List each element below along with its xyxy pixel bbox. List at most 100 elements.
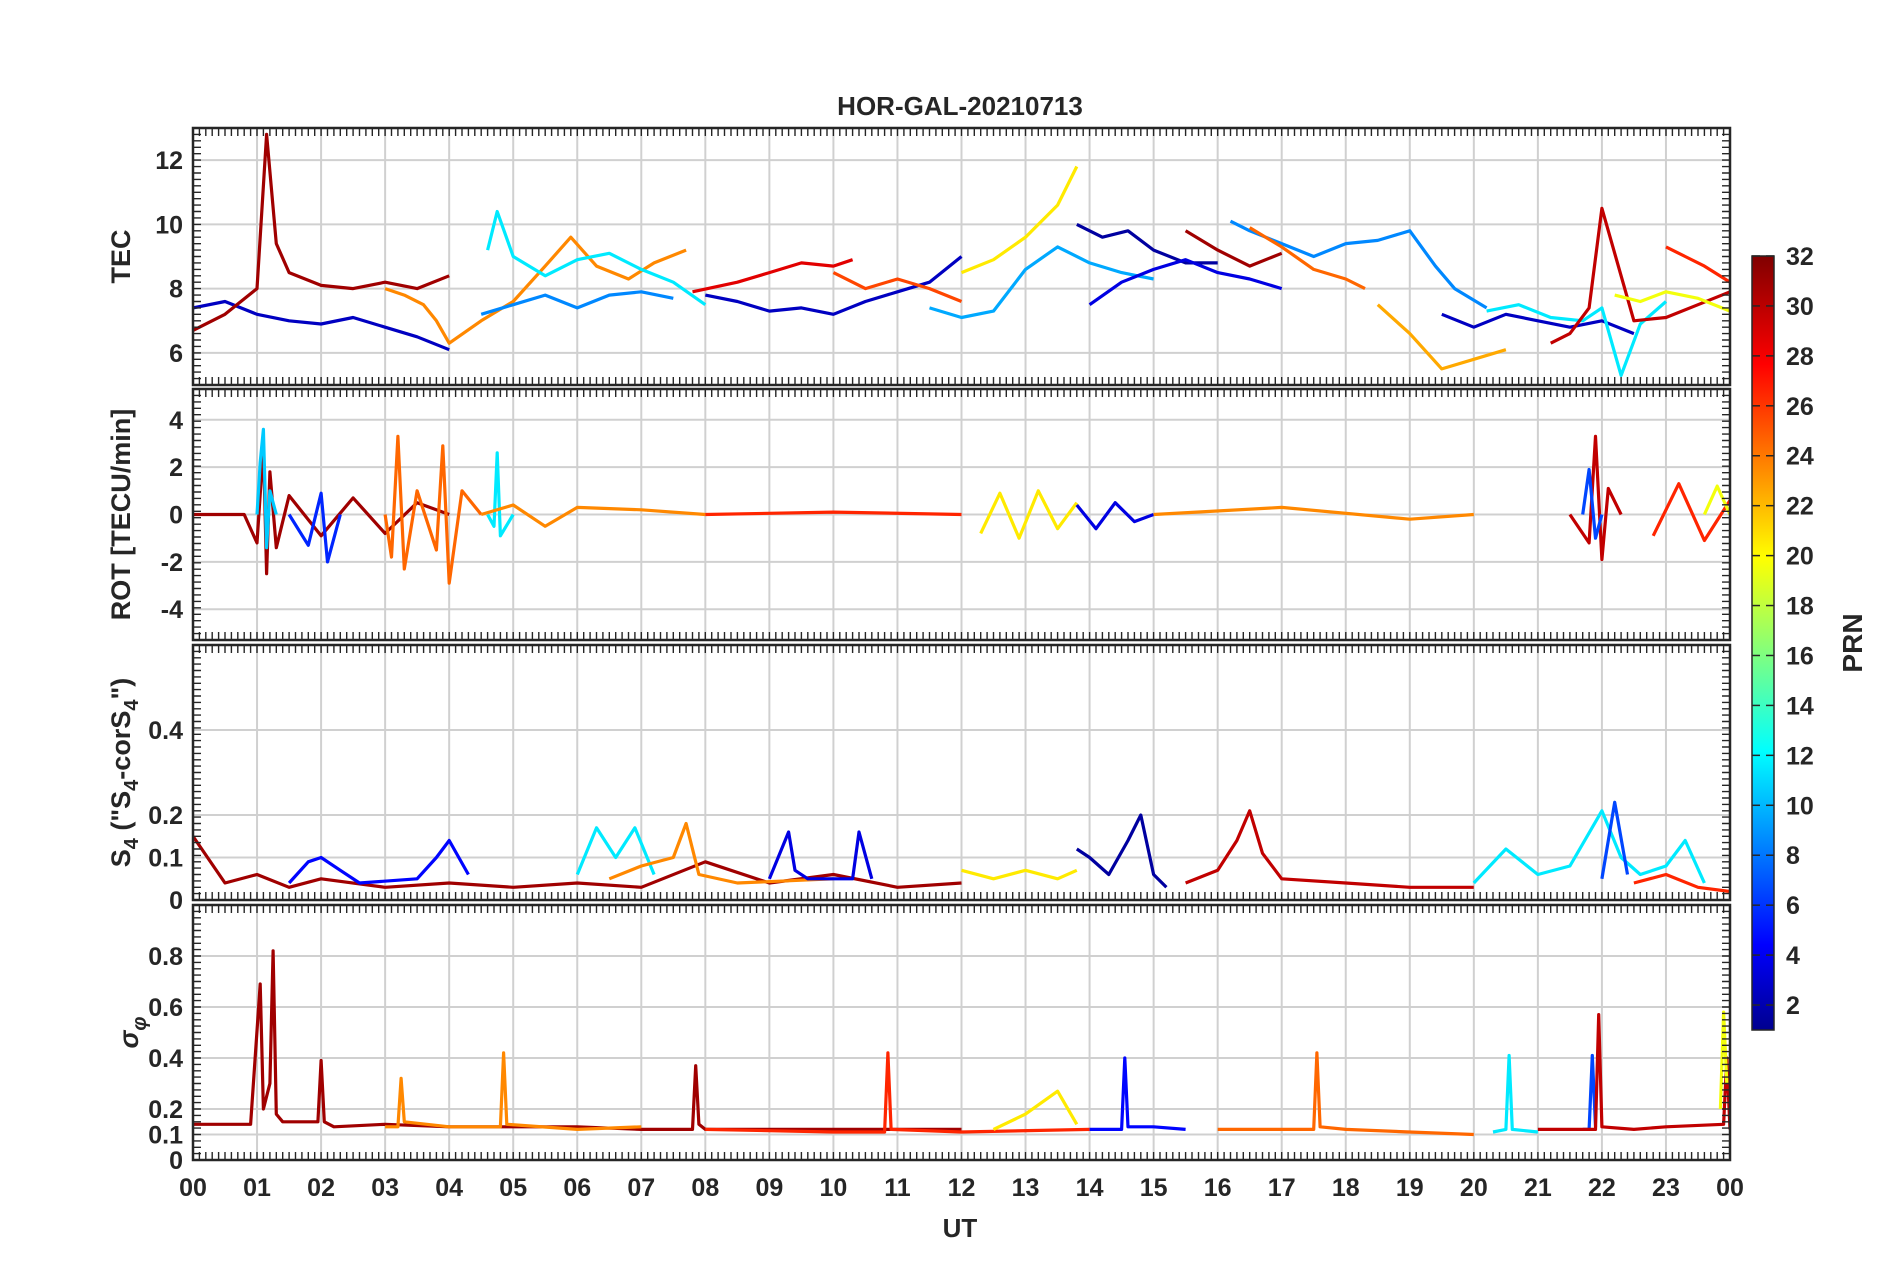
series-line-prn-24 (385, 1051, 642, 1132)
series-line-prn-27 (705, 510, 962, 517)
series-line-prn-11 (255, 427, 278, 550)
y-tick-label: 12 (155, 147, 183, 175)
colorbar-label: PRN (1837, 613, 1868, 672)
x-tick-label: 17 (1268, 1174, 1296, 1202)
colorbar-tick-label: 10 (1786, 792, 1814, 820)
x-tick-label: 01 (243, 1174, 271, 1202)
colorbar-tick-label: 8 (1786, 842, 1800, 870)
series-line-prn-30 (1185, 809, 1474, 889)
series-line-prn-21 (979, 489, 1079, 540)
series-line-prn-5 (287, 838, 470, 885)
y-tick-label: 0 (169, 502, 183, 530)
x-tick-label: 12 (948, 1174, 976, 1202)
series-line-prn-7 (1581, 467, 1604, 540)
y-tick-label: 0.2 (148, 802, 183, 830)
y-tick-label: 0.1 (148, 1122, 183, 1150)
x-tick-label: 05 (499, 1174, 527, 1202)
series-line-prn-26 (832, 271, 963, 303)
colorbar-tick-label: 28 (1786, 343, 1814, 371)
chart-title: HOR-GAL-20210713 (837, 91, 1083, 121)
series-line-prn-10 (929, 245, 1154, 320)
x-tick-label: 19 (1396, 1174, 1424, 1202)
x-tick-label: 00 (1716, 1174, 1744, 1202)
series-line-prn-7 (1600, 800, 1630, 880)
minor-ticks (192, 904, 1731, 1161)
series-line-prn-23 (1376, 303, 1507, 371)
y-tick-label: 0 (169, 1147, 183, 1175)
series-group (193, 132, 1730, 377)
y-tick-label: 0.8 (148, 943, 183, 971)
x-tick-label: 10 (820, 1174, 848, 1202)
y-tick-label: -4 (161, 596, 183, 624)
minor-ticks (192, 388, 1731, 641)
x-tick-label: 15 (1140, 1174, 1168, 1202)
x-tick-label: 08 (691, 1174, 719, 1202)
series-line-prn-4 (767, 830, 874, 881)
series-line-prn-27 (705, 1051, 1090, 1134)
series-line-prn-24 (1153, 505, 1474, 521)
x-tick-label: 18 (1332, 1174, 1360, 1202)
x-tick-label: 14 (1076, 1174, 1104, 1202)
series-line-prn-31 (193, 444, 450, 576)
colorbar-tick-label: 18 (1786, 593, 1814, 621)
x-tick-label: 03 (371, 1174, 399, 1202)
y-axis-label: S4 ("S4-corS4") (106, 678, 143, 868)
series-line-prn-5 (1089, 1056, 1186, 1132)
series-line-prn-20 (1718, 1010, 1729, 1110)
colorbar-tick-label: 12 (1786, 742, 1814, 770)
y-axis-label: ROT [TECU/min] (106, 409, 136, 620)
series-line-prn-31 (193, 132, 450, 332)
series-line-prn-24 (480, 503, 706, 528)
series-line-prn-25 (1248, 226, 1366, 291)
x-tick-label: 06 (563, 1174, 591, 1202)
panel-sigma-phi: 00.10.2 0.4 0.6 0.8 σφ (114, 903, 1732, 1175)
series-line-prn-21 (960, 165, 1079, 275)
series-line-prn-24 (608, 821, 834, 885)
colorbar-tick-label: 14 (1786, 692, 1814, 720)
y-tick-label: 6 (169, 340, 183, 368)
colorbar-tick-label: 2 (1786, 992, 1800, 1020)
series-line-prn-27 (1665, 245, 1730, 284)
minor-ticks (192, 127, 1731, 386)
series-line-prn-30 (1549, 206, 1730, 345)
x-tick-label: 16 (1204, 1174, 1232, 1202)
series-line-prn-21 (992, 1089, 1079, 1131)
series-line-prn-12 (1472, 809, 1706, 885)
series-line-prn-9 (480, 290, 674, 316)
x-tick-label: 00 (179, 1174, 207, 1202)
x-tick-label: 04 (435, 1174, 463, 1202)
x-tick-label: 21 (1524, 1174, 1552, 1202)
colorbar-tick-label: 6 (1786, 892, 1800, 920)
series-line-prn-12 (486, 209, 707, 307)
x-tick-label: 22 (1588, 1174, 1616, 1202)
colorbar-tick-label: 16 (1786, 642, 1814, 670)
y-tick-label: 10 (155, 211, 183, 239)
series-line-prn-25 (1217, 1051, 1474, 1137)
y-tick-label: 0.2 (148, 1096, 183, 1124)
series-line-prn-6 (287, 491, 342, 564)
series-line-prn-31 (1184, 229, 1283, 268)
colorbar-tick-label: 26 (1786, 393, 1814, 421)
x-axis: 00 01 02 03 04 05 06 07 08 09 10 11 12 13 14 15 16 17 18 19… (179, 1174, 1744, 1202)
x-tick-label: 20 (1460, 1174, 1488, 1202)
x-axis-label: UT (943, 1213, 978, 1243)
x-tick-label: 23 (1652, 1174, 1680, 1202)
series-line-prn-24 (384, 235, 687, 345)
y-tick-label: 0.4 (148, 1045, 183, 1073)
series-line-prn-21 (961, 868, 1078, 881)
series-line-prn-12 (575, 826, 656, 876)
y-tick-label: 0.1 (148, 845, 183, 873)
x-tick-label: 11 (884, 1174, 911, 1202)
colorbar-tick-label: 32 (1786, 243, 1814, 271)
series-line-prn-3 (1441, 312, 1635, 336)
series-line-prn-30 (1568, 434, 1623, 562)
series-line-prn-20 (1614, 290, 1730, 313)
series-line-prn-29 (692, 258, 854, 294)
minor-ticks (192, 644, 1731, 901)
colorbar-tick-label: 24 (1786, 443, 1814, 471)
series-line-prn-4 (1075, 501, 1155, 531)
colorbar-gradient (1751, 255, 1775, 1031)
